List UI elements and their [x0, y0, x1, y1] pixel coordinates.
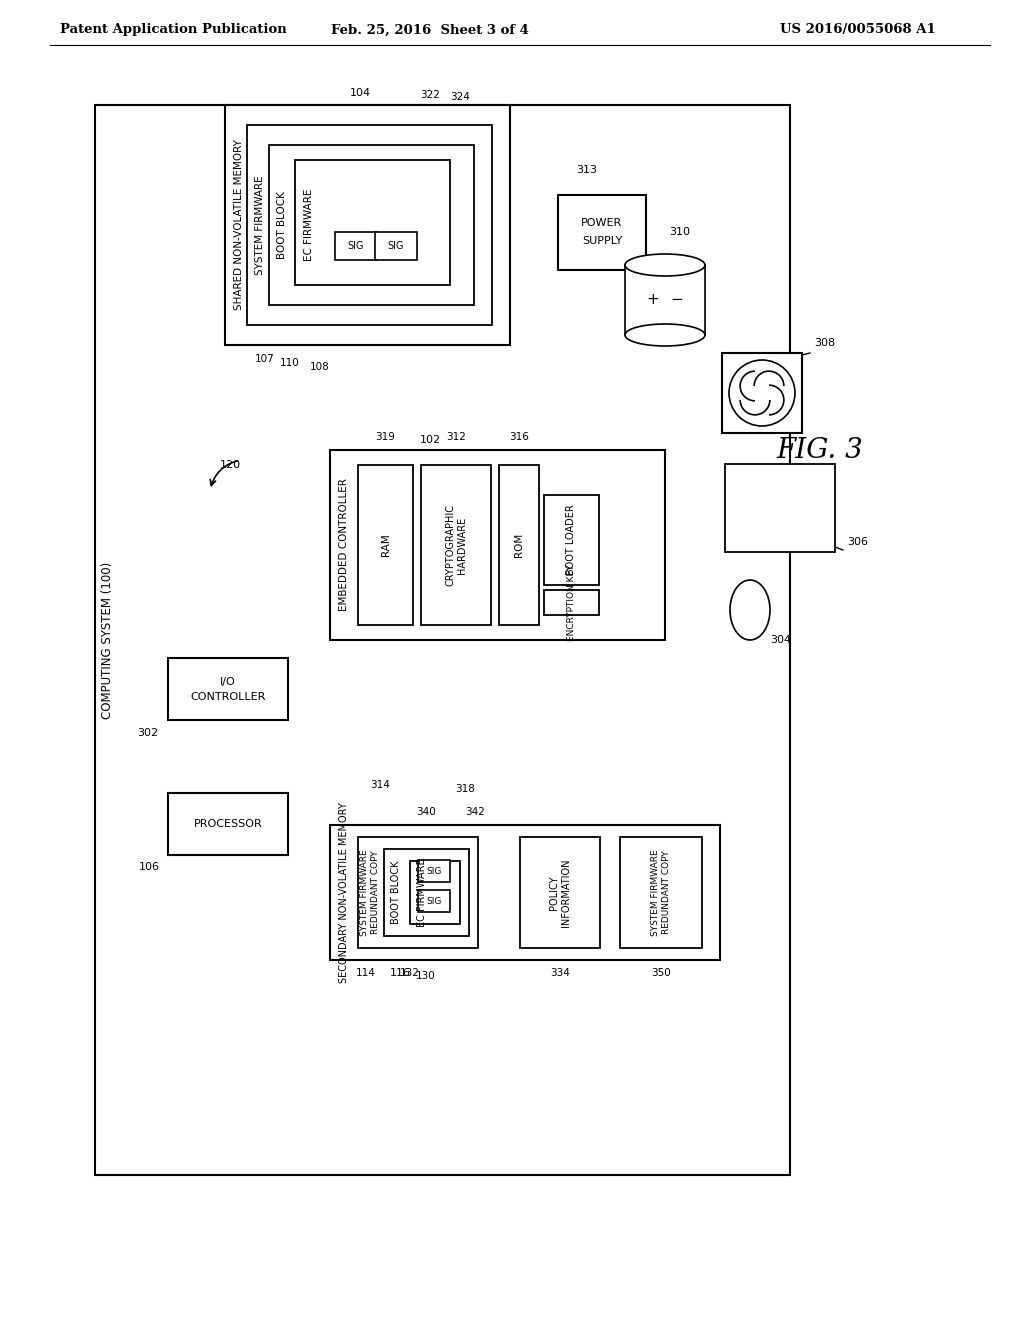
Text: 120: 120	[219, 459, 241, 470]
Text: EMBEDDED CONTROLLER: EMBEDDED CONTROLLER	[339, 479, 349, 611]
Text: I/O: I/O	[220, 677, 236, 686]
Circle shape	[729, 360, 795, 426]
FancyBboxPatch shape	[384, 849, 469, 936]
Text: SYSTEM FIRMWARE
REDUNDANT COPY: SYSTEM FIRMWARE REDUNDANT COPY	[360, 849, 380, 936]
Text: 322: 322	[420, 90, 440, 100]
Text: Patent Application Publication: Patent Application Publication	[60, 24, 287, 37]
FancyBboxPatch shape	[358, 465, 413, 624]
Text: 308: 308	[814, 338, 836, 348]
Text: 108: 108	[310, 362, 330, 372]
Text: 302: 302	[137, 729, 158, 738]
Text: ENCRYPTION KEY: ENCRYPTION KEY	[567, 564, 575, 640]
Text: SIG: SIG	[426, 866, 441, 875]
Text: 342: 342	[465, 807, 485, 817]
Text: SIG: SIG	[388, 242, 404, 251]
Text: BOOT BLOCK: BOOT BLOCK	[391, 861, 401, 924]
Text: 324: 324	[451, 92, 470, 102]
Text: 130: 130	[416, 972, 436, 981]
FancyBboxPatch shape	[168, 657, 288, 719]
FancyBboxPatch shape	[269, 145, 474, 305]
Text: RAM: RAM	[381, 533, 390, 556]
Text: −: −	[671, 293, 683, 308]
Text: SYSTEM FIRMWARE
REDUNDANT COPY: SYSTEM FIRMWARE REDUNDANT COPY	[651, 849, 671, 936]
Text: EC FIRMWARE: EC FIRMWARE	[304, 189, 314, 261]
Text: 304: 304	[770, 635, 792, 645]
Text: 107: 107	[255, 354, 274, 364]
FancyBboxPatch shape	[625, 265, 705, 335]
Text: 319: 319	[376, 432, 395, 442]
Text: CONTROLLER: CONTROLLER	[190, 692, 265, 702]
Text: SECONDARY NON-VOLATILE MEMORY: SECONDARY NON-VOLATILE MEMORY	[339, 803, 349, 983]
FancyBboxPatch shape	[225, 106, 510, 345]
Text: BOOT BLOCK: BOOT BLOCK	[278, 191, 287, 259]
FancyBboxPatch shape	[335, 232, 377, 260]
Text: 104: 104	[349, 88, 371, 98]
FancyBboxPatch shape	[410, 861, 460, 924]
FancyBboxPatch shape	[722, 352, 802, 433]
FancyBboxPatch shape	[295, 160, 450, 285]
Text: COMPUTING SYSTEM (100): COMPUTING SYSTEM (100)	[101, 561, 115, 718]
Text: +: +	[646, 293, 659, 308]
Text: POWER: POWER	[582, 218, 623, 227]
Text: SUPPLY: SUPPLY	[582, 235, 623, 246]
FancyBboxPatch shape	[558, 195, 646, 271]
Text: 306: 306	[847, 537, 868, 546]
Text: 114: 114	[356, 968, 376, 978]
Text: 116: 116	[389, 968, 411, 978]
FancyBboxPatch shape	[330, 450, 665, 640]
Text: BOOT LOADER: BOOT LOADER	[566, 504, 577, 576]
Text: PROCESSOR: PROCESSOR	[194, 818, 262, 829]
Text: 310: 310	[670, 227, 690, 238]
Text: SIG: SIG	[426, 896, 441, 906]
FancyBboxPatch shape	[620, 837, 702, 948]
FancyBboxPatch shape	[418, 861, 450, 882]
Text: 334: 334	[550, 968, 570, 978]
Text: EC FIRMWARE: EC FIRMWARE	[417, 858, 427, 927]
Text: US 2016/0055068 A1: US 2016/0055068 A1	[780, 24, 936, 37]
Text: 314: 314	[370, 780, 390, 789]
Text: 132: 132	[400, 968, 420, 978]
Text: 102: 102	[420, 436, 440, 445]
FancyBboxPatch shape	[247, 125, 492, 325]
FancyBboxPatch shape	[418, 890, 450, 912]
Text: 110: 110	[281, 358, 300, 368]
FancyBboxPatch shape	[544, 590, 599, 615]
FancyBboxPatch shape	[520, 837, 600, 948]
Text: CRYPTOGRAPHIC
HARDWARE: CRYPTOGRAPHIC HARDWARE	[445, 504, 467, 586]
FancyBboxPatch shape	[330, 825, 720, 960]
Ellipse shape	[625, 323, 705, 346]
Text: Feb. 25, 2016  Sheet 3 of 4: Feb. 25, 2016 Sheet 3 of 4	[331, 24, 529, 37]
FancyBboxPatch shape	[95, 106, 790, 1175]
Text: 340: 340	[417, 807, 436, 817]
Text: 313: 313	[577, 165, 597, 176]
Text: FIG. 3: FIG. 3	[776, 437, 863, 463]
FancyBboxPatch shape	[358, 837, 478, 948]
FancyBboxPatch shape	[421, 465, 490, 624]
FancyBboxPatch shape	[168, 793, 288, 855]
FancyBboxPatch shape	[375, 232, 417, 260]
Text: 106: 106	[139, 862, 160, 873]
FancyBboxPatch shape	[725, 465, 835, 552]
Text: SYSTEM FIRMWARE: SYSTEM FIRMWARE	[255, 176, 265, 275]
Text: 312: 312	[446, 432, 466, 442]
FancyBboxPatch shape	[544, 495, 599, 585]
Ellipse shape	[625, 253, 705, 276]
Ellipse shape	[730, 579, 770, 640]
Text: SIG: SIG	[348, 242, 365, 251]
Text: 318: 318	[455, 784, 475, 795]
Text: ROM: ROM	[514, 533, 524, 557]
Text: 316: 316	[509, 432, 529, 442]
Text: SHARED NON-VOLATILE MEMORY: SHARED NON-VOLATILE MEMORY	[234, 140, 244, 310]
Text: 350: 350	[651, 968, 671, 978]
FancyBboxPatch shape	[499, 465, 539, 624]
Text: POLICY
INFORMATION: POLICY INFORMATION	[549, 858, 570, 927]
